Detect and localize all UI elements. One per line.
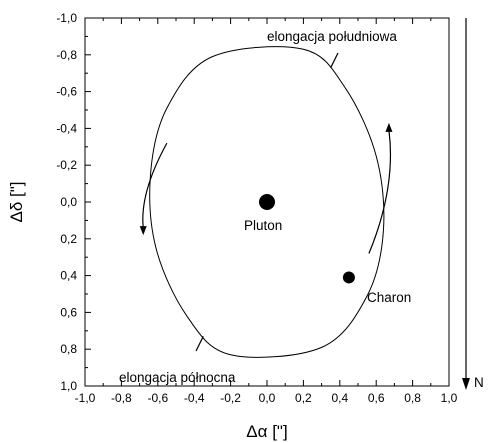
- y-tick-label: 0,0: [60, 195, 77, 209]
- y-tick-label: 0,4: [60, 269, 77, 283]
- x-tick-label: 0,4: [331, 391, 348, 405]
- charon-label: Charon: [367, 290, 411, 305]
- pluton-marker: [259, 194, 275, 210]
- motion-arrow-right-head: [385, 122, 393, 132]
- north-arrow-head: [462, 378, 470, 390]
- motion-arrow-left: [142, 142, 168, 228]
- y-tick-label: -0,8: [56, 48, 77, 62]
- x-tick-label: -0,4: [184, 391, 205, 405]
- pluton-label: Pluton: [244, 218, 282, 233]
- north-label: N: [474, 375, 484, 390]
- x-tick-label: 0,6: [368, 391, 385, 405]
- x-tick-label: -0,2: [220, 391, 241, 405]
- motion-arrow-right: [368, 130, 392, 254]
- orbit-ellipse: [149, 46, 385, 358]
- x-tick-label: 1,0: [441, 391, 458, 405]
- north-elongation-label: elongacja północna: [119, 370, 236, 385]
- y-tick-label: 1,0: [60, 379, 77, 393]
- y-tick-label: -1,0: [56, 11, 77, 25]
- x-tick-label: 0,0: [259, 391, 276, 405]
- y-tick-label: 0,6: [60, 305, 77, 319]
- y-tick-label: -0,6: [56, 85, 77, 99]
- x-axis-title: Δα ["]: [246, 422, 287, 441]
- charon-marker: [342, 271, 355, 284]
- y-tick-label: 0,2: [60, 232, 77, 246]
- north-elongation-mark: [195, 336, 204, 352]
- south-elongation-label: elongacja południowa: [267, 29, 397, 44]
- x-tick-label: -0,8: [111, 391, 132, 405]
- y-tick-label: -0,4: [56, 121, 77, 135]
- y-tick-label: 0,8: [60, 342, 77, 356]
- y-axis-title: Δδ ["]: [7, 181, 26, 222]
- x-tick-label: -0,6: [147, 391, 168, 405]
- south-elongation-mark: [330, 52, 339, 68]
- x-tick-label: 0,2: [295, 391, 312, 405]
- y-tick-label: -0,2: [56, 158, 77, 172]
- x-tick-label: 0,8: [404, 391, 421, 405]
- x-tick-label: -1,0: [75, 391, 96, 405]
- motion-arrow-left-head: [139, 226, 147, 236]
